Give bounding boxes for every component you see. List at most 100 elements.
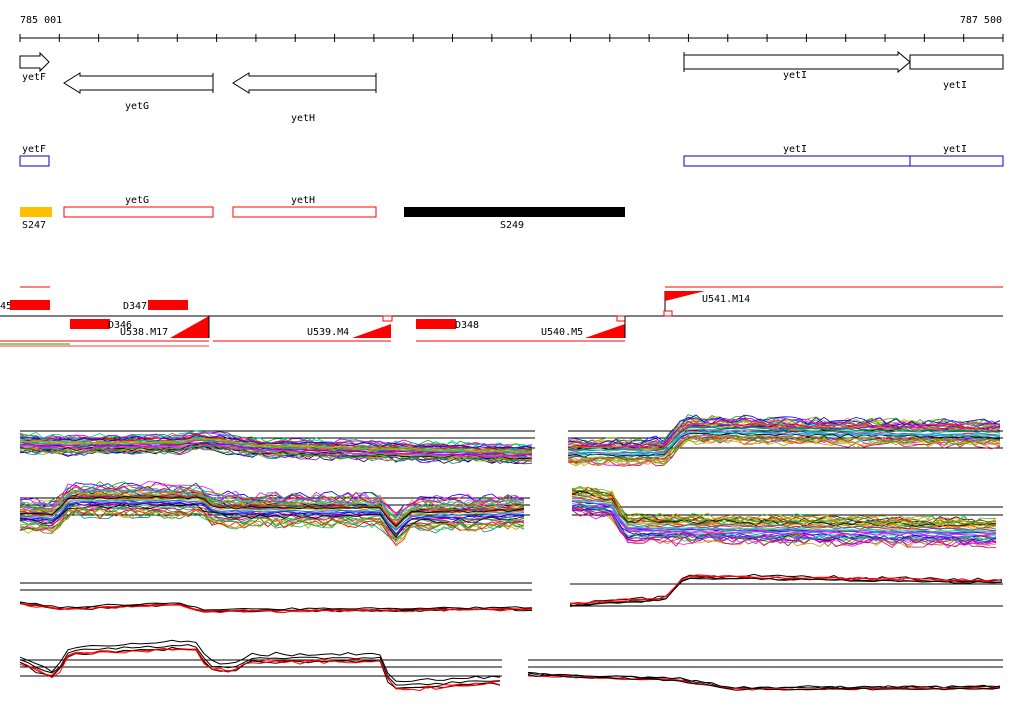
unit-flag-U540[interactable]: [585, 324, 625, 338]
unit-label-U540: U540.M5: [541, 327, 583, 338]
profile-line: [19, 646, 501, 689]
unit-flag-U541[interactable]: [665, 291, 705, 301]
expression-profiles: [19, 414, 1003, 692]
profile-line: [19, 436, 533, 453]
profile-line: [567, 430, 1001, 456]
gene-yetI-a[interactable]: yetI: [683, 50, 911, 81]
profile-line: [19, 481, 525, 513]
profile-line: [571, 503, 997, 541]
profile-line: [571, 508, 997, 549]
cds-label-yetI-a: yetI: [783, 144, 807, 155]
profile-line: [19, 647, 501, 692]
profile-line: [571, 500, 997, 534]
profile-line: [19, 490, 525, 521]
profile-line: [567, 423, 1001, 450]
gene-yetG[interactable]: yetG: [63, 72, 214, 112]
profile-line: [19, 501, 525, 535]
cds-box-yetH[interactable]: [232, 206, 377, 218]
gene-label-yetI-b: yetI: [943, 80, 967, 91]
gene-label-yetG: yetG: [125, 101, 149, 112]
profile-line: [567, 437, 1001, 467]
profile-line: [19, 507, 525, 540]
profile-line: [567, 436, 1001, 467]
gene-yetH[interactable]: yetH: [232, 72, 377, 124]
profile-line: [19, 442, 533, 459]
profile-line: [19, 499, 525, 532]
ruler-ticks: [19, 34, 1004, 42]
unit-label-U539: U539.M4: [307, 327, 349, 338]
profile-line: [527, 672, 1001, 689]
profile-line: [571, 506, 997, 542]
cds-box-yetG[interactable]: [63, 206, 214, 218]
cds-box-yetF[interactable]: [19, 155, 50, 167]
profile-line: [19, 437, 533, 454]
profile-line: [19, 644, 501, 686]
gene-label-yetI-a: yetI: [783, 70, 807, 81]
transcription-unit-track: 45 D347 D346 D348 U538.M17 U539.M4 U540.…: [0, 286, 1003, 347]
profile-line: [567, 434, 1001, 462]
profile-line: [19, 499, 525, 531]
profile-line: [567, 435, 1001, 466]
profile-line: [571, 487, 997, 524]
cds-bottom-track: S247 yetG yetH S249: [20, 195, 625, 231]
cds-box-yetI-b[interactable]: [909, 155, 1004, 167]
profile-line: [571, 504, 997, 537]
profile-line: [19, 441, 533, 457]
gene-yetI-b[interactable]: yetI: [909, 54, 1004, 91]
profile-line: [571, 500, 997, 534]
profile-line: [19, 481, 525, 519]
profile-line: [571, 485, 997, 527]
profile-line: [567, 414, 1001, 446]
d-label-D346: D346: [108, 320, 132, 331]
profile-line: [19, 503, 525, 538]
profile-line: [569, 577, 1003, 607]
d-label-D348: D348: [455, 320, 479, 331]
profile-line: [19, 485, 525, 519]
profile-line: [19, 495, 525, 527]
profile-line: [571, 500, 997, 533]
profile-line: [19, 504, 525, 538]
cds-label-yetI-b: yetI: [943, 144, 967, 155]
profile-line: [569, 575, 1003, 605]
d-block-45[interactable]: [10, 300, 50, 310]
profile-line: [19, 434, 533, 449]
profile-line: [19, 508, 525, 547]
unit-flag-U539[interactable]: [352, 324, 391, 338]
unit-label-U538: U538.M17: [120, 327, 168, 338]
coordinate-ruler: 785 001 787 500: [19, 15, 1004, 42]
d-block-D348[interactable]: [416, 319, 456, 329]
profile-line: [19, 601, 533, 611]
profile-line: [567, 433, 1001, 461]
ruler-start-label: 785 001: [20, 15, 62, 26]
cds-box-yetI-a[interactable]: [683, 155, 911, 167]
profile-line: [19, 484, 525, 515]
profile-line: [19, 493, 525, 525]
profile-line: [567, 418, 1001, 448]
d-label-45: 45: [0, 301, 12, 312]
d-block-D346[interactable]: [70, 319, 110, 329]
profile-line: [567, 425, 1001, 452]
gene-label-yetF: yetF: [22, 72, 46, 83]
profile-line: [19, 445, 533, 464]
cds-top-track: yetF yetI yetI: [19, 144, 1004, 167]
profile-line: [571, 487, 997, 525]
segment-S249[interactable]: [404, 207, 625, 217]
profile-line: [19, 639, 501, 683]
unit-flag-U538[interactable]: [170, 316, 209, 338]
segment-label-S247: S247: [22, 220, 46, 231]
gene-label-yetH: yetH: [291, 113, 315, 124]
ruler-end-label: 787 500: [960, 15, 1002, 26]
unit-label-U541: U541.M14: [702, 294, 750, 305]
cds-label-yetF: yetF: [22, 144, 46, 155]
segment-label-S249: S249: [500, 220, 524, 231]
d-label-D347: D347: [123, 301, 147, 312]
profile-line: [567, 431, 1001, 456]
segment-S247[interactable]: [20, 207, 52, 217]
cds-label-yetH: yetH: [291, 195, 315, 206]
gene-yetF[interactable]: yetF: [19, 51, 50, 83]
cds-label-yetG: yetG: [125, 195, 149, 206]
gene-track: yetF yetG yetH yetI yetI: [19, 50, 1004, 124]
profile-line: [571, 507, 997, 546]
d-block-D347[interactable]: [148, 300, 188, 310]
